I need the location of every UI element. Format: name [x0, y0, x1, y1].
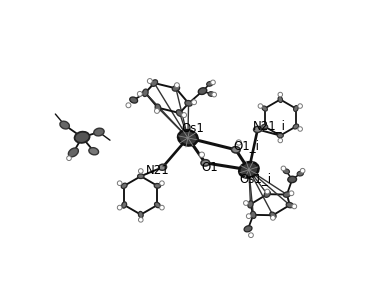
Circle shape — [117, 181, 122, 185]
Ellipse shape — [155, 104, 161, 112]
Ellipse shape — [250, 211, 256, 218]
Circle shape — [246, 214, 251, 218]
Circle shape — [154, 108, 160, 113]
Ellipse shape — [283, 169, 290, 174]
Ellipse shape — [264, 191, 270, 197]
Text: O1_i: O1_i — [234, 140, 260, 152]
Ellipse shape — [130, 97, 138, 103]
Ellipse shape — [244, 226, 252, 232]
Text: O1: O1 — [201, 161, 218, 174]
Circle shape — [212, 92, 216, 97]
Ellipse shape — [198, 88, 207, 95]
Ellipse shape — [262, 106, 267, 111]
Circle shape — [292, 204, 297, 209]
Circle shape — [211, 80, 215, 85]
Ellipse shape — [254, 126, 262, 133]
Circle shape — [160, 205, 164, 210]
Circle shape — [278, 138, 283, 143]
Ellipse shape — [60, 121, 69, 129]
Ellipse shape — [68, 148, 78, 157]
Ellipse shape — [151, 80, 158, 86]
Circle shape — [270, 215, 275, 220]
Ellipse shape — [178, 130, 198, 145]
Circle shape — [126, 103, 131, 108]
Ellipse shape — [158, 164, 167, 170]
Ellipse shape — [261, 124, 268, 129]
Text: Os1: Os1 — [181, 122, 204, 135]
Ellipse shape — [293, 124, 299, 129]
Ellipse shape — [297, 171, 303, 176]
Circle shape — [258, 104, 263, 108]
Circle shape — [258, 127, 263, 131]
Circle shape — [67, 156, 71, 161]
Circle shape — [243, 201, 248, 205]
Circle shape — [137, 91, 142, 96]
Circle shape — [199, 152, 205, 157]
Ellipse shape — [94, 128, 104, 136]
Ellipse shape — [208, 92, 214, 96]
Circle shape — [278, 92, 283, 97]
Circle shape — [138, 169, 143, 173]
Ellipse shape — [154, 202, 160, 208]
Ellipse shape — [207, 81, 213, 86]
Ellipse shape — [121, 183, 127, 188]
Ellipse shape — [142, 89, 148, 96]
Ellipse shape — [122, 202, 127, 208]
Ellipse shape — [270, 212, 276, 218]
Text: N21_i: N21_i — [253, 119, 286, 132]
Circle shape — [181, 113, 187, 118]
Ellipse shape — [185, 100, 192, 106]
Circle shape — [298, 104, 302, 108]
Circle shape — [265, 189, 270, 194]
Ellipse shape — [201, 160, 210, 166]
Text: Os1_i: Os1_i — [240, 172, 272, 185]
Circle shape — [117, 205, 122, 210]
Circle shape — [192, 100, 196, 105]
Ellipse shape — [172, 86, 180, 91]
Ellipse shape — [286, 202, 293, 208]
Circle shape — [236, 140, 241, 145]
Text: N21: N21 — [146, 164, 170, 177]
Ellipse shape — [231, 147, 240, 153]
Circle shape — [249, 233, 253, 238]
Ellipse shape — [278, 96, 283, 102]
Ellipse shape — [176, 110, 183, 116]
Circle shape — [174, 83, 180, 88]
Ellipse shape — [277, 133, 283, 138]
Ellipse shape — [248, 201, 253, 208]
Circle shape — [298, 127, 302, 131]
Circle shape — [300, 168, 305, 173]
Circle shape — [138, 218, 143, 222]
Ellipse shape — [294, 105, 298, 112]
Ellipse shape — [288, 176, 296, 183]
Ellipse shape — [154, 183, 161, 188]
Ellipse shape — [138, 211, 143, 218]
Ellipse shape — [74, 132, 90, 143]
Circle shape — [289, 191, 294, 196]
Circle shape — [147, 79, 152, 84]
Ellipse shape — [138, 174, 144, 178]
Ellipse shape — [283, 192, 290, 197]
Circle shape — [281, 166, 286, 171]
Ellipse shape — [89, 148, 98, 155]
Circle shape — [160, 181, 164, 185]
Ellipse shape — [239, 162, 259, 178]
